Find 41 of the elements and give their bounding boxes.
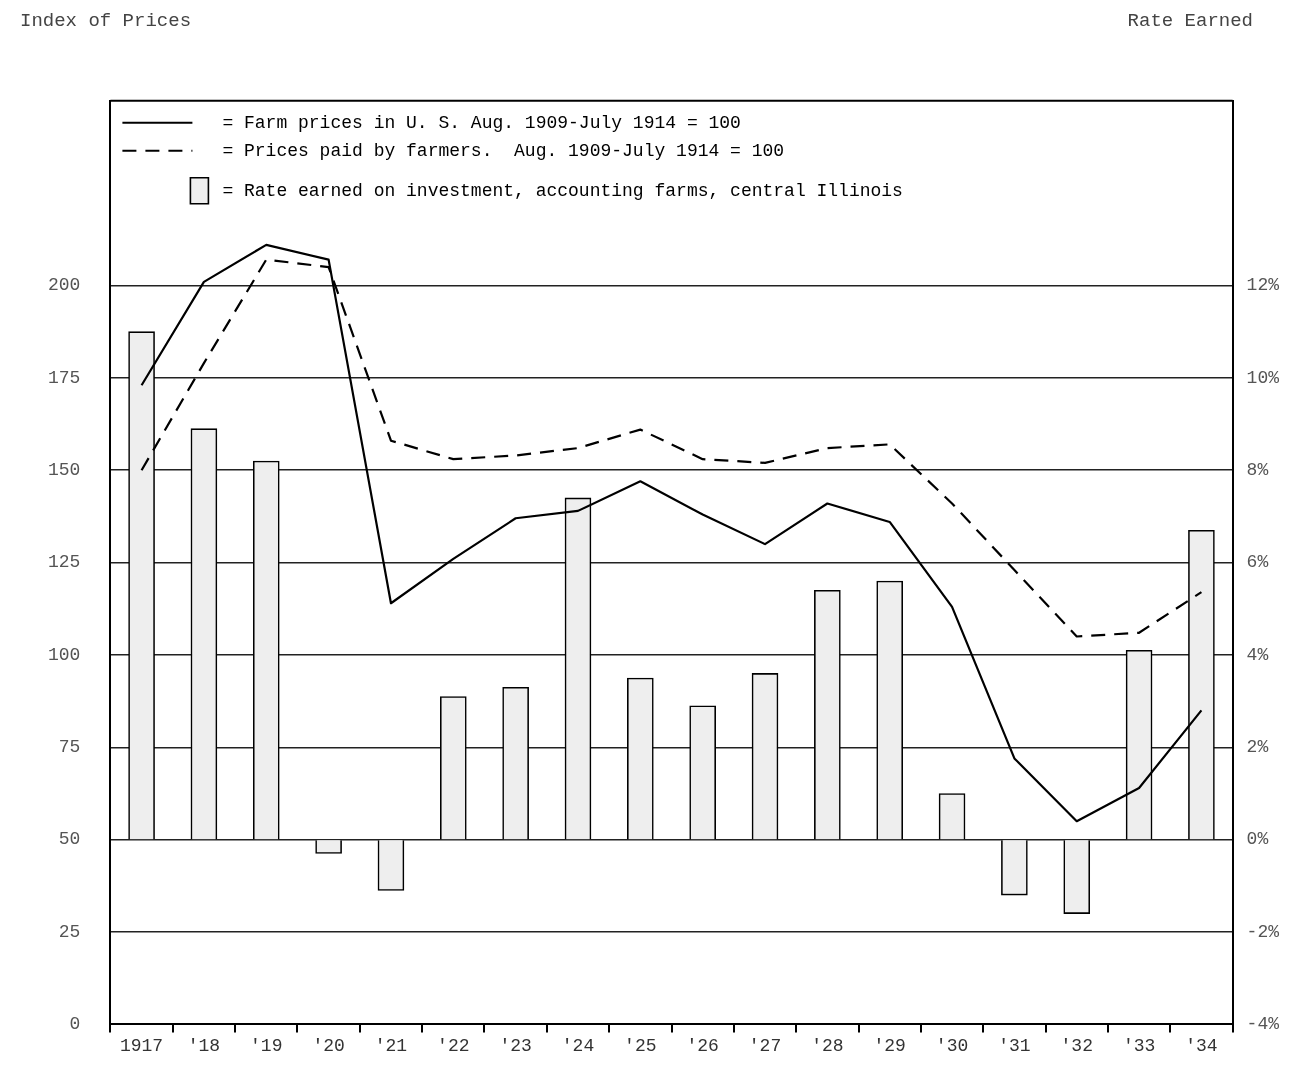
y2-axis-title: Rate Earned [1127,10,1253,34]
y-tick-label: 100 [48,644,81,665]
y2-tick-label: -2% [1246,921,1280,942]
y2-tick-label: 12% [1246,275,1280,296]
y-tick-label: 200 [48,275,81,296]
y-tick-label: 150 [48,460,81,481]
x-tick-label: '33 [1122,1035,1156,1056]
y2-tick-label: 4% [1246,644,1269,665]
x-tick-label: '20 [312,1035,345,1056]
y2-tick-label: 6% [1246,552,1269,573]
y-tick-label: 75 [58,737,81,758]
y-axis-title: Index of Prices [20,10,192,34]
y-tick-label: 175 [48,367,81,388]
y2-tick-label: 2% [1246,737,1269,758]
x-tick-label: '24 [561,1035,595,1056]
y-tick-label: 125 [48,552,81,573]
x-tick-label: '34 [1185,1035,1218,1056]
y-tick-label: 25 [58,921,81,942]
x-tick-label: '18 [187,1035,221,1056]
legend-label: = Rate earned on investment, accounting farms, central Illinois [222,180,903,201]
x-tick-label: '28 [811,1035,844,1056]
x-tick-label: '27 [748,1035,782,1056]
x-tick-label: '26 [686,1035,719,1056]
y-tick-label: 50 [58,829,81,850]
y-tick-label: 0 [69,1014,81,1035]
y2-tick-label: 10% [1246,367,1280,388]
x-tick-label: 1917 [119,1035,164,1056]
x-tick-label: '19 [250,1035,283,1056]
x-tick-label: '30 [935,1035,969,1056]
x-tick-label: '25 [624,1035,657,1056]
legend-label: = Farm prices in U. S. Aug. 1909-July 1914 = 100 [222,112,741,133]
x-tick-label: '21 [374,1035,408,1056]
x-tick-label: '22 [437,1035,470,1056]
y2-tick-label: 8% [1246,460,1269,481]
legend-label: = Prices paid by farmers. Aug. 1909-July 1914 = 100 [222,140,785,161]
y2-tick-label: -4% [1246,1014,1280,1035]
x-tick-label: '23 [499,1035,532,1056]
x-tick-label: '29 [873,1035,906,1056]
x-tick-label: '31 [998,1035,1031,1056]
x-tick-label: '32 [1060,1035,1093,1056]
y2-tick-label: 0% [1246,829,1269,850]
